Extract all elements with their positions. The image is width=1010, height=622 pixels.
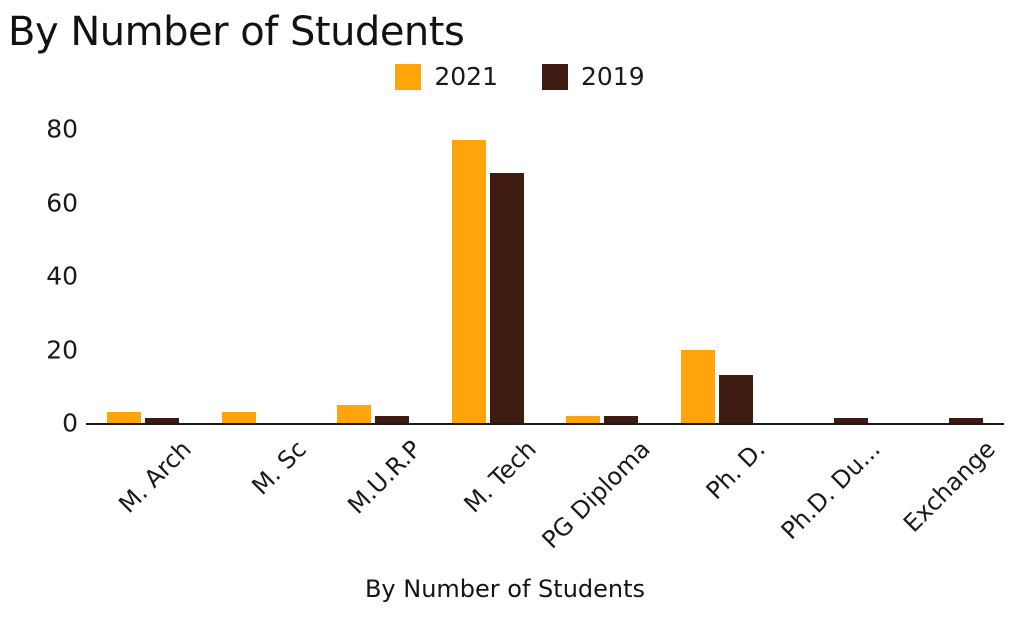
bar-2021-m-arch[interactable] xyxy=(107,411,142,423)
bar-2021-m-u-r-p[interactable] xyxy=(336,404,371,423)
x-tick-label-4: PG Diploma xyxy=(537,435,657,555)
legend-swatch-2019-icon xyxy=(542,64,568,90)
x-tick-label-2: M.U.R.P xyxy=(342,435,427,520)
legend-label-2019: 2019 xyxy=(581,62,645,91)
chart-title: By Number of Students xyxy=(8,9,465,55)
x-axis-tick-labels: M. Arch M. Sc M.U.R.P M. Tech PG Diploma Ph. … xyxy=(0,425,1010,555)
y-tick-label-60: 60 xyxy=(46,188,78,217)
x-tick-label-7: Exchange xyxy=(897,435,1001,538)
y-tick-label-40: 40 xyxy=(46,261,78,291)
bar-2019-ph-d-du-[interactable] xyxy=(833,417,868,423)
legend-swatch-2021-icon xyxy=(395,64,422,90)
bar-2021-ph-d-[interactable] xyxy=(681,349,716,423)
x-axis-title: By Number of Students xyxy=(364,575,646,603)
bar-2019-m-arch[interactable] xyxy=(145,417,180,423)
x-tick-label-0: M. Arch xyxy=(113,435,198,519)
x-tick-label-3: M. Tech xyxy=(458,435,542,519)
x-axis-line xyxy=(86,423,1004,425)
bar-2021-m-tech[interactable] xyxy=(451,140,486,423)
legend-item-2019[interactable]: 2019 xyxy=(542,64,645,90)
y-tick-label-0: 0 xyxy=(62,408,78,438)
x-tick-label-6: Ph.D. Du... xyxy=(775,435,886,546)
chart-legend: 2021 2019 xyxy=(0,64,1010,90)
y-tick-label-80: 80 xyxy=(46,114,78,144)
y-tick-label-20: 20 xyxy=(46,335,78,364)
bar-2019-ph-d-[interactable] xyxy=(719,375,754,423)
y-axis-tick-labels: 80 60 40 20 0 xyxy=(0,0,78,622)
bar-2021-m-sc[interactable] xyxy=(222,411,257,423)
legend-label-2021: 2021 xyxy=(434,62,498,91)
plot-area xyxy=(107,140,983,423)
x-tick-label-5: Ph. D. xyxy=(700,435,771,506)
bar-2019-exchange[interactable] xyxy=(948,417,983,423)
bar-2019-m-u-r-p[interactable] xyxy=(374,415,409,423)
bar-2019-pg-diploma[interactable] xyxy=(604,415,639,423)
x-tick-label-1: M. Sc xyxy=(246,435,312,501)
bar-2019-m-tech[interactable] xyxy=(489,173,524,423)
bar-2021-pg-diploma[interactable] xyxy=(566,415,601,423)
legend-item-2021[interactable]: 2021 xyxy=(395,64,498,90)
